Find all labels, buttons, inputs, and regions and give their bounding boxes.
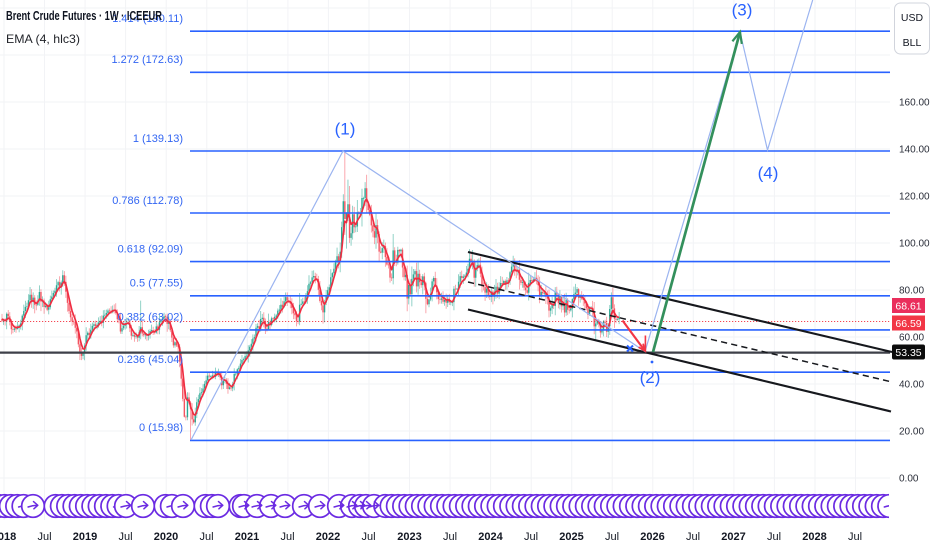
svg-text:Jul: Jul: [443, 531, 457, 543]
svg-text:1.272 (172.63): 1.272 (172.63): [111, 54, 183, 66]
svg-text:2023: 2023: [397, 531, 421, 543]
svg-text:(2): (2): [640, 368, 661, 387]
svg-text:2021: 2021: [235, 531, 259, 543]
svg-text:120.00: 120.00: [899, 192, 930, 203]
svg-text:USD: USD: [901, 12, 924, 24]
svg-text:40.00: 40.00: [899, 380, 924, 391]
svg-text:2020: 2020: [154, 531, 178, 543]
svg-text:0 (15.98): 0 (15.98): [139, 422, 183, 434]
svg-text:EMA (4, hlc3): EMA (4, hlc3): [6, 32, 80, 46]
svg-text:66.59: 66.59: [895, 318, 921, 330]
svg-text:0.5 (77.55): 0.5 (77.55): [130, 278, 183, 290]
svg-text:2018: 2018: [0, 531, 16, 543]
svg-text:Jul: Jul: [848, 531, 862, 543]
svg-text:2022: 2022: [316, 531, 340, 543]
svg-text:80.00: 80.00: [899, 286, 924, 297]
svg-text:53.35: 53.35: [895, 347, 921, 359]
svg-text:2019: 2019: [73, 531, 97, 543]
svg-text:0.236 (45.04): 0.236 (45.04): [118, 354, 183, 366]
svg-text:2024: 2024: [478, 531, 503, 543]
svg-text:(3): (3): [732, 1, 753, 20]
svg-text:Jul: Jul: [767, 531, 781, 543]
svg-text:Brent Crude Futures · 1W · ICE: Brent Crude Futures · 1W · ICEEUR: [6, 9, 162, 23]
svg-text:160.00: 160.00: [899, 98, 930, 109]
svg-text:Jul: Jul: [524, 531, 538, 543]
svg-text:2025: 2025: [559, 531, 583, 543]
svg-text:Jul: Jul: [361, 531, 375, 543]
svg-text:0.382 (63.02): 0.382 (63.02): [118, 312, 183, 324]
svg-text:Jul: Jul: [118, 531, 132, 543]
svg-text:2028: 2028: [802, 531, 826, 543]
svg-text:Jul: Jul: [605, 531, 619, 543]
svg-text:0.00: 0.00: [899, 474, 919, 485]
svg-text:BLL: BLL: [903, 37, 922, 49]
svg-text:1.414 (190.11): 1.414 (190.11): [112, 13, 183, 25]
svg-text:Jul: Jul: [37, 531, 51, 543]
svg-text:(1): (1): [335, 120, 356, 139]
svg-text:60.00: 60.00: [899, 333, 924, 344]
svg-text:Jul: Jul: [686, 531, 700, 543]
svg-text:2026: 2026: [640, 531, 664, 543]
svg-text:0.618 (92.09): 0.618 (92.09): [118, 243, 183, 255]
svg-text:20.00: 20.00: [899, 427, 924, 438]
svg-text:Jul: Jul: [199, 531, 213, 543]
svg-text:(4): (4): [758, 164, 779, 183]
svg-text:140.00: 140.00: [899, 145, 930, 156]
svg-text:100.00: 100.00: [899, 239, 930, 250]
svg-text:2027: 2027: [721, 531, 745, 543]
svg-text:68.61: 68.61: [895, 301, 921, 313]
svg-text:1 (139.13): 1 (139.13): [133, 133, 183, 145]
svg-text:Jul: Jul: [280, 531, 294, 543]
svg-text:0.786 (112.78): 0.786 (112.78): [112, 195, 183, 207]
